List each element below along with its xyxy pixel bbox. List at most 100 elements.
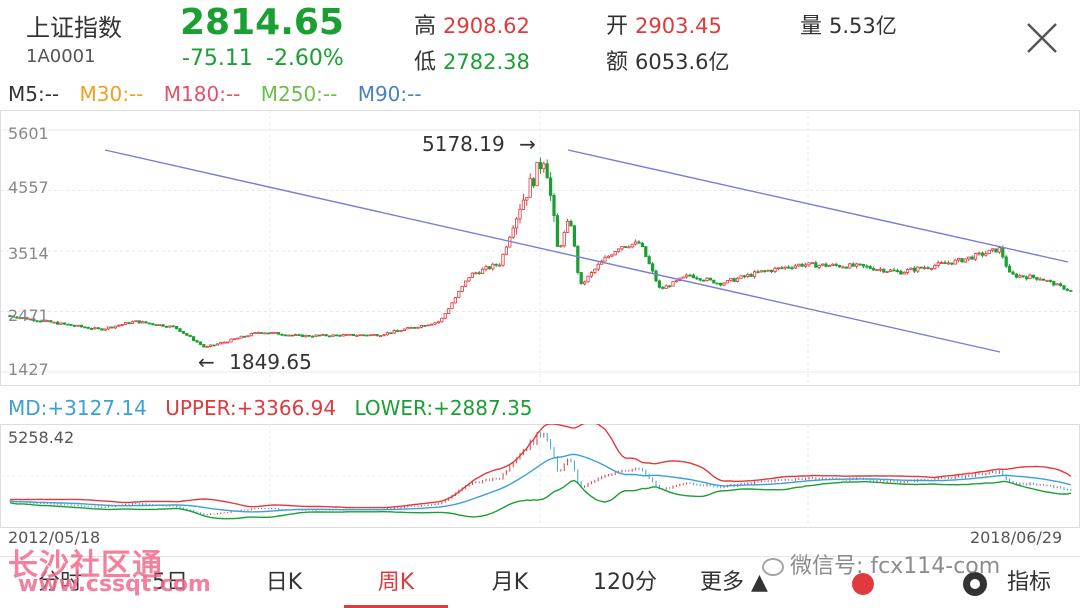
candle-body: [926, 267, 930, 270]
candle-body: [205, 345, 209, 348]
candle-body: [52, 321, 56, 324]
watermark-logo-text: 长沙社区通: [8, 548, 163, 583]
tab-more[interactable]: 更多 ▲: [700, 570, 768, 595]
candle-body: [21, 317, 26, 320]
tab-120min[interactable]: 120分: [593, 570, 657, 595]
candle-body: [8, 315, 12, 317]
candle-body: [977, 252, 981, 255]
candle-body: [1021, 275, 1025, 278]
candle-body: [39, 320, 43, 323]
candle-body: [865, 265, 869, 268]
tab-indicator[interactable]: 指标: [1006, 570, 1051, 595]
candle-body: [327, 335, 332, 338]
candle-body: [875, 269, 879, 271]
boll-chart[interactable]: [0, 424, 1080, 528]
tab-timeshare[interactable]: 分时: [37, 570, 82, 595]
candle-body: [368, 334, 373, 337]
candle-body: [1038, 278, 1042, 281]
candle-body: [960, 258, 964, 263]
candle-body: [753, 271, 757, 277]
candle-body: [477, 272, 481, 275]
candle-body: [991, 248, 995, 251]
tab-daily[interactable]: 日K: [265, 570, 303, 595]
candle-body: [943, 262, 947, 265]
candle-body: [351, 333, 356, 337]
candle-body: [844, 266, 849, 269]
candle-body: [1048, 279, 1052, 282]
candle-body: [358, 334, 362, 337]
candle-body: [154, 324, 158, 327]
tab-weekly[interactable]: 周K: [377, 570, 415, 595]
candle-body: [144, 321, 148, 324]
candle-body: [66, 323, 70, 326]
amount-stat: 额 6053.6亿: [606, 44, 730, 76]
candle-body: [304, 334, 308, 338]
candle-body: [569, 220, 573, 227]
candle-body: [56, 321, 60, 325]
candle-body: [287, 334, 291, 337]
candle-body: [28, 318, 33, 321]
ma90-label: M90:--: [357, 82, 422, 106]
candle-body: [773, 267, 777, 272]
amount-value: 6053.6亿: [635, 50, 730, 74]
candle-body: [916, 266, 920, 272]
candle-body: [936, 262, 940, 266]
candle-body: [1069, 289, 1073, 292]
candle-body: [841, 266, 845, 269]
candle-body: [73, 325, 77, 327]
candle-body: [120, 324, 124, 326]
candle-body: [236, 337, 240, 340]
tab-monthly[interactable]: 月K: [491, 570, 529, 595]
candle-body: [987, 249, 991, 254]
candle-body: [195, 340, 199, 343]
candle-body: [668, 285, 672, 288]
candle-body: [644, 246, 648, 258]
candle-body: [528, 178, 532, 198]
lower-value: LOWER:+2887.35: [354, 396, 533, 420]
candle-body: [280, 333, 284, 336]
candle-body: [49, 320, 53, 323]
candle-body: [134, 320, 138, 323]
candle-body: [324, 334, 328, 337]
candle-body: [545, 163, 549, 179]
candle-body: [341, 334, 345, 337]
tab-5day[interactable]: 5日: [152, 570, 188, 595]
candle-body: [538, 161, 543, 170]
candle-body: [1052, 280, 1056, 286]
candle-body: [1055, 283, 1059, 286]
candle-body: [586, 275, 590, 283]
candle-body: [872, 268, 876, 271]
candle-body: [266, 332, 271, 335]
candle-body: [797, 263, 801, 267]
high-value: 2908.62: [443, 14, 530, 38]
candle-body: [45, 320, 50, 322]
indicator-icon[interactable]: [960, 569, 990, 599]
candle-body: [385, 332, 390, 336]
candle-body: [222, 341, 226, 344]
kline-chart[interactable]: [0, 110, 1080, 386]
watermark-wechat: 微信号: fcx114-com: [762, 548, 1000, 580]
candle-body: [770, 269, 774, 272]
candle-body: [511, 227, 515, 238]
candle-body: [831, 263, 835, 266]
record-dot-icon[interactable]: [852, 573, 874, 595]
candle-body: [130, 321, 134, 324]
candle-body: [297, 334, 301, 337]
current-price: 2814.65: [180, 2, 344, 43]
candle-body: [147, 322, 151, 325]
candle-body: [725, 279, 730, 284]
wechat-icon: [762, 558, 784, 576]
candle-body: [487, 266, 492, 270]
candle-body: [375, 334, 379, 337]
candle-body: [525, 196, 529, 201]
candle-body: [178, 328, 182, 332]
ma30-label: M30:--: [79, 82, 144, 106]
candle-body: [402, 328, 407, 331]
candle-body: [885, 271, 889, 273]
candle-body: [174, 326, 179, 329]
candle-body: [443, 313, 447, 319]
close-icon[interactable]: [1022, 18, 1062, 58]
candle-body: [504, 246, 509, 255]
candle-body: [892, 269, 896, 272]
candle-body: [603, 257, 607, 262]
